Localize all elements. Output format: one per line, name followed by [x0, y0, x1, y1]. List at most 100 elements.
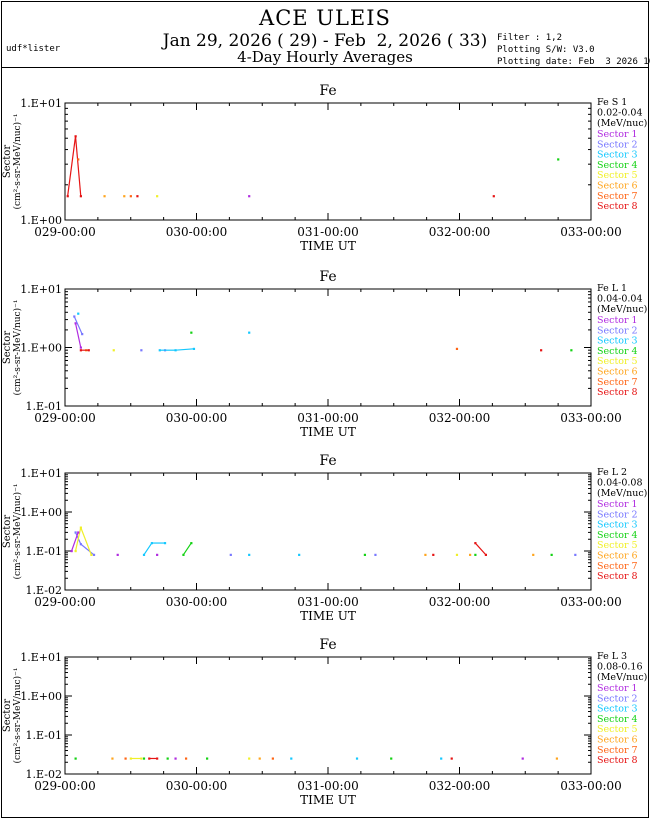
- data-point: [74, 135, 77, 138]
- data-point: [182, 553, 185, 556]
- user-label: udf*lister: [6, 44, 61, 54]
- page-title: ACE ULEIS: [259, 6, 391, 30]
- software-label: Plotting S/W: V3.0: [497, 45, 595, 55]
- data-point: [298, 553, 301, 556]
- plot-area-2: [64, 288, 592, 407]
- data-point: [92, 553, 96, 556]
- x-tick-label: 029-00:00: [34, 411, 96, 425]
- data-point: [474, 542, 477, 545]
- data-point: [290, 757, 293, 760]
- legend-entry: Sector 8: [597, 387, 638, 398]
- y-tick-label: 1.E-01: [26, 400, 62, 413]
- data-point: [432, 553, 435, 556]
- data-point: [90, 553, 93, 556]
- data-point: [555, 757, 559, 760]
- legend-header: 0.02-0.04: [597, 108, 643, 119]
- data-point: [116, 553, 119, 556]
- data-point: [111, 757, 114, 760]
- data-point: [174, 349, 177, 352]
- series-segment: [67, 136, 77, 197]
- data-point: [258, 757, 261, 760]
- series-segment: [182, 542, 192, 556]
- legend-header: 0.08-0.16: [597, 662, 643, 673]
- data-point: [248, 553, 251, 556]
- x-tick-label: 031-00:00: [297, 595, 359, 609]
- legend-entry: Sector 7: [597, 191, 638, 202]
- x-tick-label: 033-00:00: [560, 595, 622, 609]
- y-tick-label: 1.E+01: [20, 651, 62, 664]
- data-point: [390, 757, 393, 760]
- data-point: [74, 531, 77, 534]
- legend-entry: Sector 3: [597, 704, 638, 715]
- x-tick-label: 030-00:00: [166, 595, 228, 609]
- legend-header: 0.04-0.04: [597, 294, 643, 305]
- data-point: [184, 757, 188, 760]
- data-point: [148, 757, 151, 760]
- data-point: [156, 195, 159, 198]
- data-point: [77, 158, 80, 161]
- x-tick-label: 030-00:00: [166, 779, 228, 793]
- data-point: [79, 526, 82, 529]
- y-axis-units: (cm²-s-sr-MeV/nuc)⁻¹: [12, 668, 23, 764]
- legend-header: (MeV/nuc): [597, 672, 647, 683]
- series-segment: [74, 527, 82, 552]
- y-tick-label: 1.E+00: [20, 690, 62, 703]
- legend-entry: Sector 5: [597, 724, 638, 735]
- x-axis-label: TIME UT: [300, 793, 356, 807]
- data-point: [355, 757, 359, 760]
- y-axis-units: (cm²-s-sr-MeV/nuc)⁻¹: [12, 114, 23, 210]
- legend-header: Fe S 1: [597, 97, 627, 108]
- series-segment: [474, 542, 487, 556]
- data-point: [70, 550, 73, 553]
- data-point: [570, 349, 573, 352]
- legend-entry: Sector 8: [597, 201, 638, 212]
- x-tick-label: 032-00:00: [429, 595, 491, 609]
- legend-entry: Sector 6: [597, 367, 638, 378]
- series-segment: [74, 323, 82, 348]
- series-segment: [80, 527, 92, 555]
- legend-header: (MeV/nuc): [597, 118, 647, 129]
- legend-entry: Sector 5: [597, 356, 638, 367]
- legend-header: Fe L 3: [597, 651, 627, 662]
- data-point: [190, 331, 193, 334]
- data-point: [66, 195, 69, 198]
- filter-label: Filter : 1,2: [497, 33, 563, 43]
- data-point: [81, 333, 84, 336]
- data-point: [142, 553, 146, 556]
- averaging-label: 4-Day Hourly Averages: [237, 48, 413, 66]
- data-point: [521, 757, 524, 760]
- y-tick-label: 1.E+00: [20, 506, 62, 519]
- header-divider: [1, 67, 649, 68]
- data-point: [79, 346, 82, 349]
- data-point: [271, 757, 274, 760]
- legend-entry: Sector 7: [597, 561, 638, 572]
- data-point: [248, 331, 251, 334]
- y-tick-label: 1.E+00: [20, 342, 62, 355]
- legend-entry: Sector 2: [597, 325, 638, 336]
- data-point: [374, 553, 377, 556]
- data-point: [73, 315, 76, 318]
- plot-area-1: [64, 102, 592, 221]
- legend-entry: Sector 5: [597, 540, 638, 551]
- data-point: [79, 543, 82, 546]
- legend-entry: Sector 5: [597, 170, 638, 181]
- x-tick-label: 031-00:00: [297, 779, 359, 793]
- chart-title-1: Fe: [319, 83, 336, 99]
- data-point: [136, 195, 139, 198]
- data-point: [492, 195, 495, 198]
- series-segment: [74, 136, 82, 197]
- x-tick-label: 033-00:00: [560, 411, 622, 425]
- series-segment: [80, 543, 95, 556]
- legend-entry: Sector 2: [597, 509, 638, 520]
- data-point: [140, 349, 143, 352]
- series-segment: [175, 348, 194, 351]
- y-tick-label: 1.E+00: [20, 214, 62, 227]
- legend-entry: Sector 6: [597, 551, 638, 562]
- y-axis-units: (cm²-s-sr-MeV/nuc)⁻¹: [12, 300, 23, 396]
- data-point: [174, 757, 177, 760]
- legend-header: Fe L 1: [597, 283, 627, 294]
- x-tick-label: 033-00:00: [560, 779, 622, 793]
- x-tick-label: 033-00:00: [560, 225, 622, 239]
- y-axis-label: Sector: [2, 331, 13, 364]
